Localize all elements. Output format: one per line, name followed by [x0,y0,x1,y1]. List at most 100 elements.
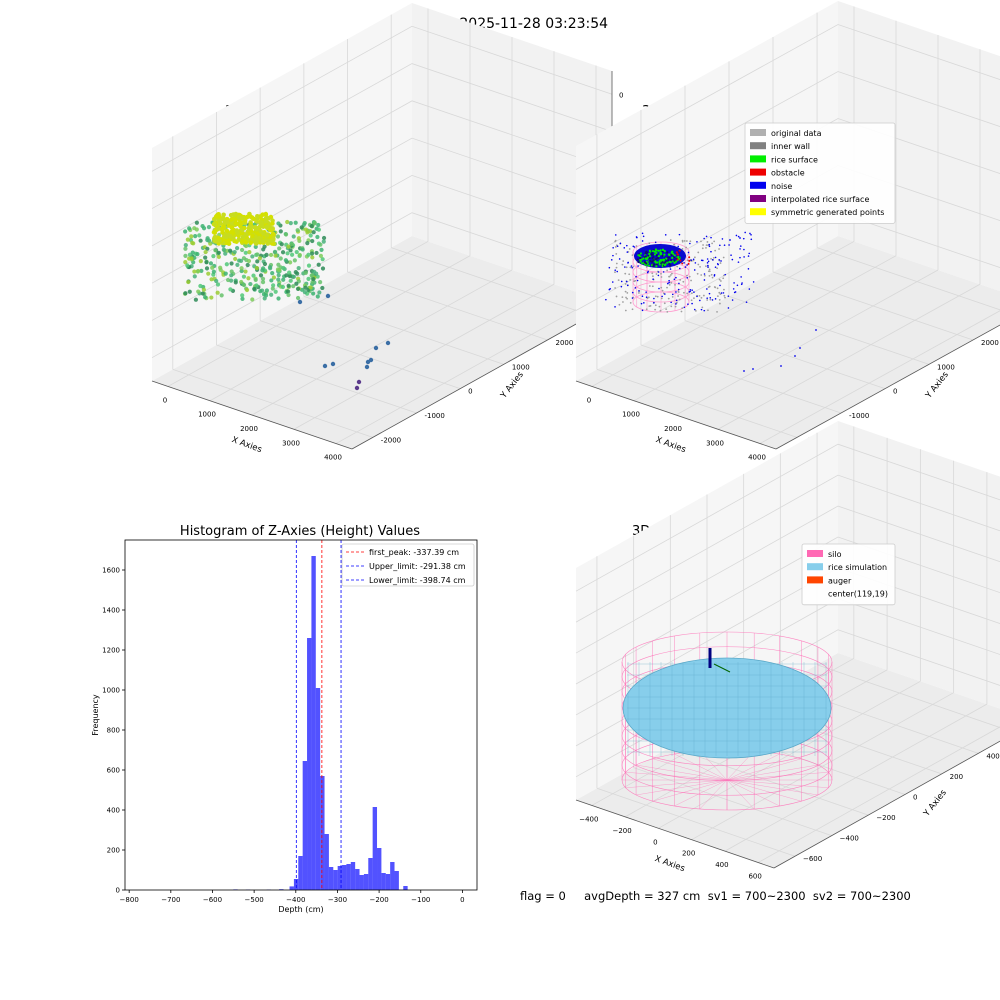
rice-surface-point [666,251,669,254]
noise-point [711,259,714,261]
original-point [678,298,681,301]
original-point [645,308,648,311]
silo-wire [636,779,728,796]
histogram-bar [403,886,408,890]
noise-point [709,296,712,299]
grid-line [717,283,981,430]
grid-line [633,255,897,402]
y-tick-label: -1000 [424,412,444,420]
raw-point [245,262,250,268]
raw-point [288,221,293,226]
original-point [705,265,707,268]
original-point [666,310,669,313]
original-point [677,291,680,294]
raw-point [233,280,238,285]
grid-line [260,320,461,390]
raw-point [280,250,286,255]
x-tick-label: 200 [682,850,695,858]
original-point [621,296,624,299]
y-tick-label: 0 [116,887,120,895]
original-point [624,272,627,275]
noise-point [630,265,633,267]
noise-point [744,231,746,234]
raw-point [286,283,291,288]
raw-point [244,287,250,293]
y-axis-label: Y Axies [921,788,949,820]
noise-point [626,284,629,287]
original-point [669,274,672,276]
x-tick-label: 1000 [622,411,640,419]
rice-surface-point [661,261,664,264]
rice-surface-point [663,253,666,256]
y-tick-label: 2000 [556,339,574,347]
raw-point [239,266,244,271]
raw-point [278,256,283,261]
grid-line [151,63,613,209]
noise-point [662,271,665,273]
original-point [716,267,719,270]
y-tick-label: 200 [107,847,120,855]
raw-point [218,267,223,272]
raw-point [233,220,239,226]
grid-line [172,369,373,438]
raw-point [241,256,247,261]
histogram-bar [390,862,395,890]
noise-point [605,298,607,301]
raw-point [241,274,247,279]
raw-point [258,220,264,225]
noise-point [625,280,628,283]
rice-surface-point [664,263,667,266]
raw-point [187,226,192,231]
original-point [651,272,654,275]
rice-surface-point [666,261,669,264]
simulation-3d-plot: −400−2000200400600−600−400−2000200400600… [575,421,1000,881]
x-tick-label: −300 [328,896,347,904]
original-point [701,306,704,309]
noise-point [703,237,705,240]
raw-point [295,286,301,291]
noise-point [743,248,745,251]
rice-surface-point [657,254,661,258]
legend-swatch [750,155,766,163]
raw-point [308,285,313,290]
raw-point [288,278,293,283]
histogram-bar [394,871,399,890]
original-point [716,287,719,290]
raw-point [268,252,274,258]
original-point [621,263,624,266]
y-axis-line [773,740,1000,869]
histogram-bar [381,873,386,890]
raw-point [270,226,275,231]
raw-point [291,274,296,279]
noise-point [631,291,634,294]
rice-surface-point [668,262,671,266]
rice-surface-point [655,265,658,268]
classify-3d-plot: 01000200030004000-2000-10000100020003000… [575,1,1000,462]
legend-swatch [807,563,823,571]
rice-surface-point [675,260,678,263]
original-point [719,262,722,264]
raw-point [291,234,296,239]
rice-surface-point [651,253,654,256]
legend-label: auger [828,576,852,585]
grid-line [575,505,1000,654]
raw-point [260,238,265,244]
rice-surface-point [652,256,655,259]
raw-point [246,276,251,281]
raw-point [254,266,259,271]
x-axis-line [151,380,353,450]
raw-point [280,284,286,290]
original-point [614,239,617,242]
rice-surface-point [670,253,673,256]
raw-point [250,254,255,259]
histogram-bar [363,874,369,890]
obstacle-point [687,262,690,265]
noise-point [739,245,742,247]
raw-point [240,247,245,253]
grid-line [759,310,1000,444]
rice-surface-point [667,256,671,259]
noise-point [686,276,689,279]
raw-point [185,237,190,242]
raw-point [320,266,326,271]
silo-wire [652,758,728,781]
